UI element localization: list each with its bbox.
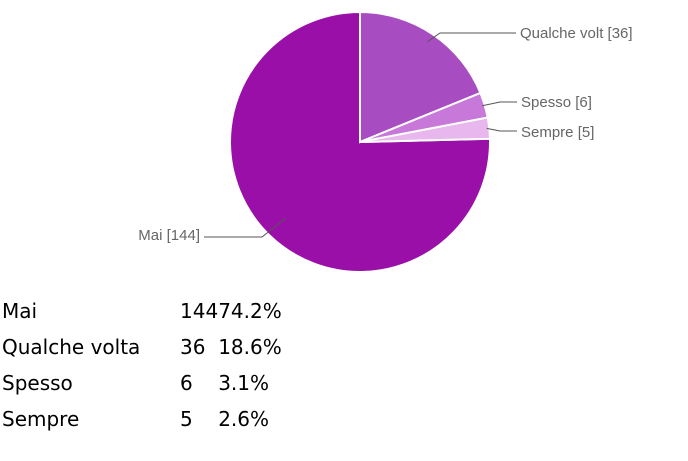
row-percent: 18.6% <box>218 335 282 359</box>
row-percent: 3.1% <box>218 371 269 395</box>
table-row: Qualche volta 36 18.6% <box>0 329 288 365</box>
callout-leader-line <box>427 32 516 43</box>
row-count: 5 <box>180 407 193 431</box>
row-label: Mai <box>2 299 38 323</box>
summary-table: Mai 144 74.2% Qualche volta 36 18.6% Spe… <box>0 293 288 437</box>
row-label: Qualche volta <box>2 335 141 359</box>
pie-slices <box>229 10 491 273</box>
pie-slice-sempre <box>359 116 491 143</box>
callout-labels: Mai [144] Qualche volt [36] Spesso [6] Semp… <box>138 25 632 244</box>
pie-slice-mai <box>229 10 491 273</box>
row-percent: 2.6% <box>218 407 269 431</box>
row-count: 6 <box>180 371 193 395</box>
row-label: Sempre <box>2 407 80 431</box>
callout-leaders <box>204 32 517 238</box>
slice-label: Mai [144] <box>138 227 200 244</box>
callout-leader-line <box>204 217 286 238</box>
slice-label: Sempre [5] <box>521 124 594 141</box>
row-percent: 74.2% <box>218 299 282 323</box>
slice-label: Spesso [6] <box>521 94 592 111</box>
pie-slice-qualche-volta <box>359 10 482 144</box>
table-row: Sempre 5 2.6% <box>0 401 288 437</box>
table-row: Mai 144 74.2% <box>0 293 288 329</box>
callout-leader-line <box>482 101 517 107</box>
row-count: 144 <box>180 299 219 323</box>
row-count: 36 <box>180 335 206 359</box>
callout-leader-line <box>486 127 517 132</box>
table-row: Spesso 6 3.1% <box>0 365 288 401</box>
slice-label: Qualche volt [36] <box>520 25 633 42</box>
pie-chart: Mai [144] Qualche volt [36] Spesso [6] Semp… <box>138 10 633 273</box>
row-label: Spesso <box>2 371 73 395</box>
